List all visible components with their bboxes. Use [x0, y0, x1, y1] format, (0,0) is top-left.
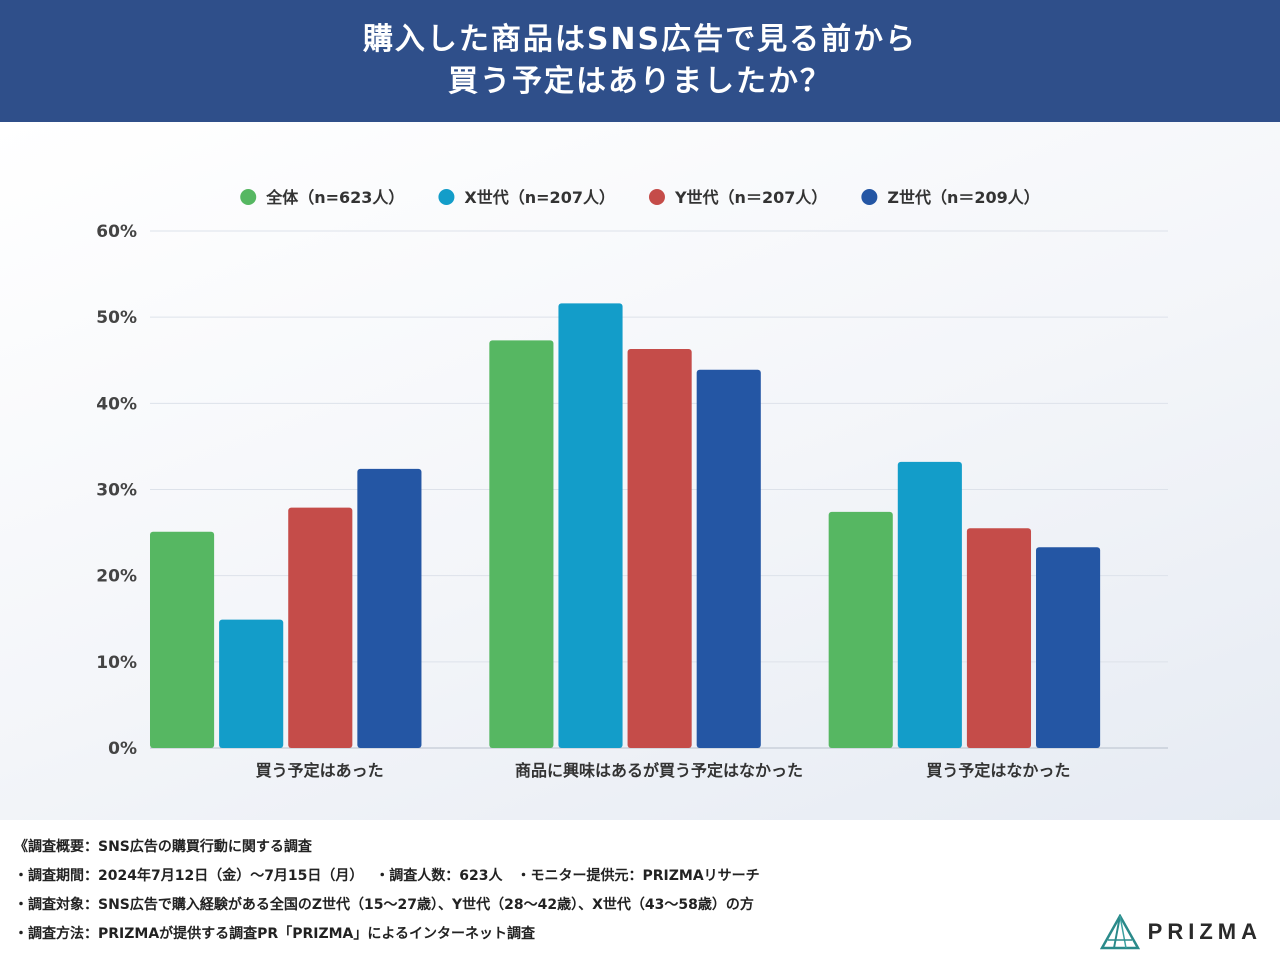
y-tick-label: 30% — [96, 481, 137, 501]
bar — [828, 511, 893, 748]
chart-title: 購入した商品はSNS広告で見る前から 買う予定はありましたか？ — [0, 0, 1280, 122]
survey-footer: 《調査概要：SNS広告の購買行動に関する調査 ・調査期間：2024年7月12日（… — [0, 820, 1280, 960]
prizma-logo: PRIZMA — [1099, 914, 1262, 950]
survey-summary-title: 《調査概要：SNS広告の購買行動に関する調査 — [14, 839, 312, 855]
legend-swatch — [438, 189, 455, 205]
legend-label: Z世代（n＝209人） — [887, 188, 1039, 207]
bar — [357, 468, 422, 748]
bar — [150, 531, 215, 748]
bar — [489, 340, 554, 748]
survey-target: ・調査対象：SNS広告で購入経験がある全国のZ世代（15～27歳）、Y世代（28… — [14, 897, 754, 913]
legend-label: Y世代（n＝207人） — [674, 188, 827, 207]
bar — [288, 507, 353, 748]
bar — [696, 369, 761, 748]
x-category-label: 買う予定はあった — [256, 761, 384, 780]
bar — [627, 349, 692, 748]
y-tick-label: 20% — [96, 567, 137, 587]
x-category-label: 商品に興味はあるが買う予定はなかった — [515, 761, 803, 780]
chart-title-line1: 購入した商品はSNS広告で見る前から — [362, 22, 918, 57]
x-category-label: 買う予定はなかった — [926, 761, 1070, 780]
legend-swatch — [240, 189, 257, 205]
y-tick-label: 60% — [96, 222, 137, 242]
y-tick-label: 50% — [96, 308, 137, 328]
bar — [966, 528, 1032, 748]
y-tick-label: 10% — [96, 653, 137, 673]
legend-label: X世代（n=207人） — [464, 188, 615, 207]
legend-swatch — [861, 189, 878, 205]
y-tick-label: 40% — [96, 394, 137, 414]
bar — [219, 619, 284, 748]
bar — [1036, 547, 1101, 748]
bar — [558, 303, 623, 748]
prizma-logo-text: PRIZMA — [1147, 919, 1262, 944]
chart-title-line2: 買う予定はありましたか？ — [448, 64, 832, 99]
legend-label: 全体（n=623人） — [265, 188, 404, 207]
survey-period: ・調査期間：2024年7月12日（金）～7月15日（月） ・調査人数：623人 … — [14, 868, 760, 884]
survey-method: ・調査方法：PRIZMAが提供する調査PR「PRIZMA」によるインターネット調… — [14, 926, 535, 942]
prizma-logo-icon — [1099, 914, 1140, 950]
bar — [897, 461, 962, 748]
y-tick-label: 0% — [108, 739, 137, 759]
legend-swatch — [648, 189, 665, 205]
